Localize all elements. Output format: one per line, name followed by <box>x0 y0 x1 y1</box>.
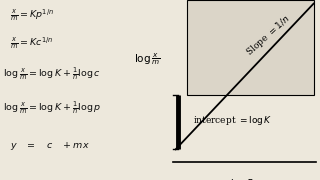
Text: $\log P \longrightarrow$: $\log P \longrightarrow$ <box>230 177 270 180</box>
Text: intercept $= \log K$: intercept $= \log K$ <box>193 114 272 127</box>
Text: $\frac{x}{m} = Kc^{1/n}$: $\frac{x}{m} = Kc^{1/n}$ <box>10 36 53 51</box>
Text: Slope $= 1/n$: Slope $= 1/n$ <box>244 12 293 59</box>
Text: $\log \frac{x}{m} = \log K + \frac{1}{n} \log c$: $\log \frac{x}{m} = \log K + \frac{1}{n}… <box>3 67 101 82</box>
Text: $\frac{x}{m} = Kp^{1/n}$: $\frac{x}{m} = Kp^{1/n}$ <box>10 7 54 22</box>
Text: $\log \frac{x}{m}$: $\log \frac{x}{m}$ <box>134 51 161 67</box>
Text: $y \quad = \quad c \quad + m \, x$: $y \quad = \quad c \quad + m \, x$ <box>10 140 90 152</box>
Bar <box>187 0 314 95</box>
Text: $\log \frac{x}{m} = \log K + \frac{1}{n} \log p$: $\log \frac{x}{m} = \log K + \frac{1}{n}… <box>3 101 101 116</box>
